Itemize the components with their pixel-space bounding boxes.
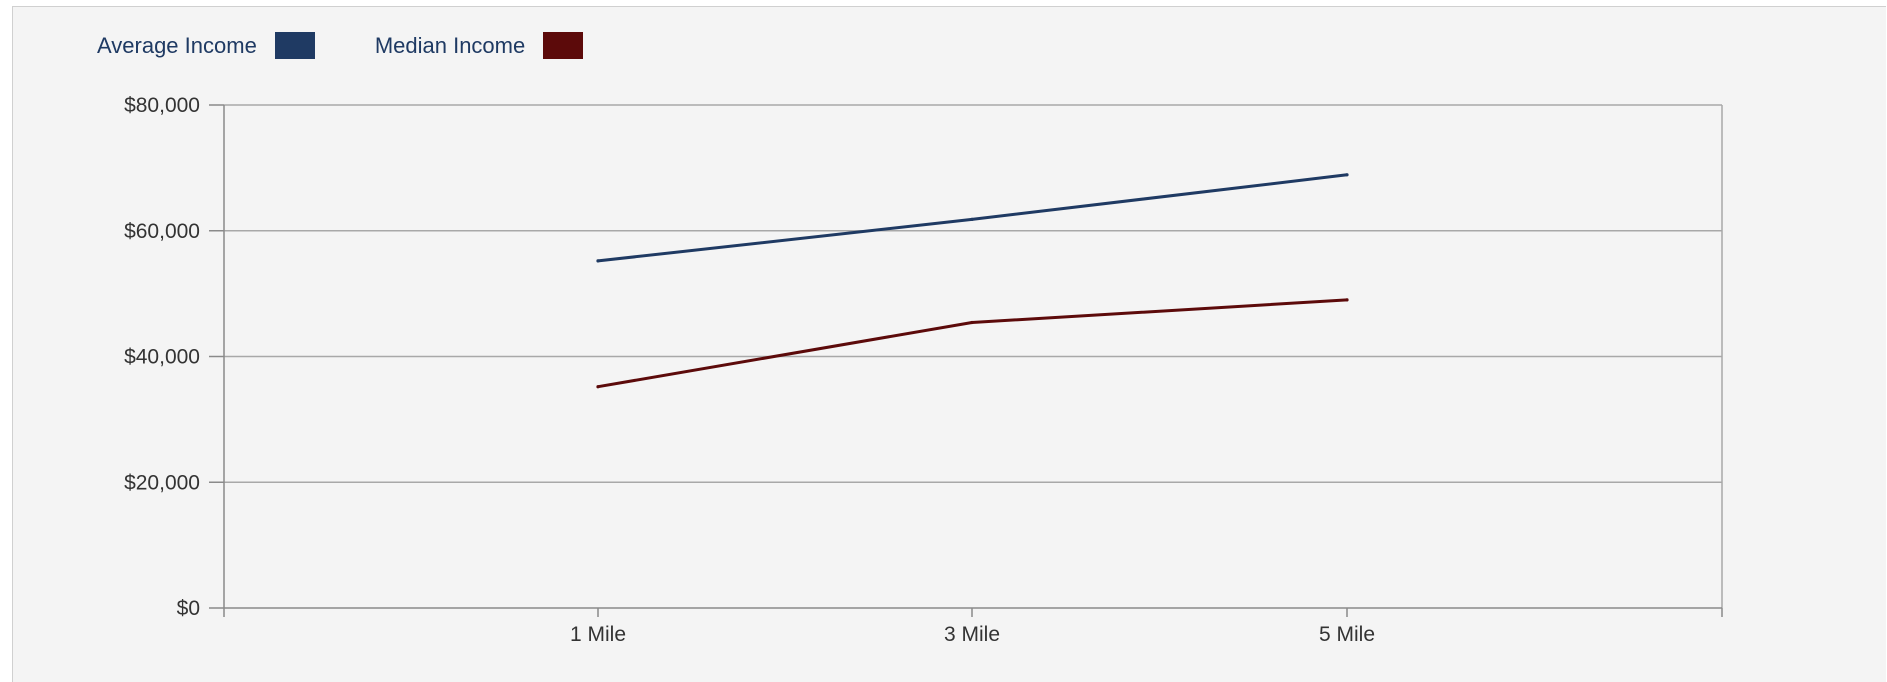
y-tick-label: $0: [177, 597, 200, 620]
y-tick-label: $20,000: [124, 471, 200, 494]
x-tick-label: 5 Mile: [1319, 623, 1375, 646]
legend-swatch-average-income: [274, 32, 315, 59]
legend-swatch-median-income: [543, 32, 584, 59]
y-tick-label: $40,000: [124, 346, 200, 369]
data-point-average-income: [1345, 173, 1349, 177]
x-tick-label: 1 Mile: [570, 623, 626, 646]
legend-item-median-income: Median Income: [374, 32, 584, 59]
x-tick-label: 3 Mile: [944, 623, 1000, 646]
y-tick-label: $80,000: [124, 94, 200, 117]
legend-item-average-income: Average Income: [97, 32, 315, 59]
chart-legend: Average Income Median Income: [97, 32, 643, 59]
data-point-average-income: [596, 259, 600, 263]
data-point-median-income: [1345, 298, 1349, 302]
data-point-median-income: [596, 385, 600, 389]
legend-label-median-income: Median Income: [374, 32, 526, 58]
chart-panel: [12, 6, 1886, 682]
series-line-median-income: [596, 298, 1349, 389]
legend-label-average-income: Average Income: [97, 32, 257, 58]
series-line-average-income: [596, 173, 1349, 263]
data-point-average-income: [970, 217, 974, 221]
y-tick-label: $60,000: [124, 220, 200, 243]
data-point-median-income: [970, 320, 974, 325]
